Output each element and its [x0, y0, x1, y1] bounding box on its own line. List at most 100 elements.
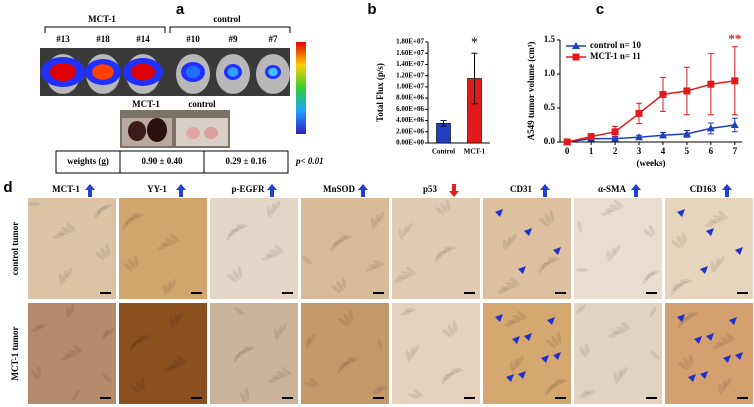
- tissue-texture: [173, 314, 179, 326]
- tissue-texture: [643, 228, 653, 238]
- tumor-label: MCT-1: [132, 99, 160, 109]
- tissue-texture: [502, 239, 508, 251]
- tissue-texture: [266, 206, 272, 218]
- tissue-texture: [274, 244, 284, 254]
- tissue-texture: [539, 217, 549, 227]
- tissue-texture: [244, 388, 250, 400]
- tissue-texture: [516, 355, 524, 367]
- column-label: MCT-1: [52, 184, 80, 194]
- tissue-texture: [374, 214, 380, 226]
- tissue-texture: [330, 240, 338, 252]
- tumor-label: control: [188, 99, 216, 109]
- tissue-texture: [58, 273, 64, 285]
- column-label: YY-1: [147, 184, 167, 194]
- tissue-texture: [579, 392, 591, 398]
- arrow-icon: [358, 184, 368, 197]
- tissue-texture: [169, 278, 177, 290]
- tissue-texture: [405, 222, 413, 234]
- tissue-texture: [229, 227, 239, 237]
- tissue-texture: [397, 275, 409, 279]
- marker: [635, 109, 643, 117]
- pointer-icon: [524, 228, 532, 236]
- x-tick-label: Control: [432, 148, 455, 156]
- tissue-texture: [60, 355, 72, 361]
- tissue-image: [301, 198, 389, 299]
- tissue-texture: [548, 257, 560, 261]
- tissue-texture: [648, 224, 656, 236]
- pointer-icon: [735, 247, 743, 255]
- tissue-texture: [132, 213, 144, 217]
- pointer-icon: [706, 333, 714, 341]
- panel-label: b: [367, 1, 376, 18]
- tissue-texture: [370, 217, 376, 229]
- y-tick-label: 1.20E+07: [396, 71, 424, 79]
- tissue-texture: [176, 311, 184, 323]
- tissue-texture: [712, 343, 724, 349]
- tissue-texture: [340, 360, 350, 370]
- pointer-icon: [547, 317, 555, 325]
- tissue-texture: [576, 304, 586, 314]
- y-tick-label: 1.80E+07: [396, 38, 424, 46]
- tissue-texture: [401, 271, 413, 277]
- tissue-texture: [413, 388, 423, 398]
- tumor: [147, 118, 167, 142]
- tissue-texture: [705, 221, 717, 227]
- tissue-texture: [64, 353, 76, 357]
- bracket: [44, 26, 166, 33]
- tissue-texture: [509, 361, 515, 373]
- tissue-texture: [718, 210, 728, 220]
- tissue-texture: [710, 261, 716, 273]
- panel-label: d: [3, 179, 12, 196]
- tissue-texture: [232, 226, 244, 232]
- annotation: *: [471, 35, 478, 50]
- table: [55, 150, 289, 174]
- tissue-texture: [68, 349, 80, 355]
- tissue-texture: [273, 328, 279, 340]
- tissue-texture: [348, 310, 354, 322]
- tissue-texture: [157, 244, 169, 250]
- tissue-texture: [447, 370, 459, 376]
- tissue-texture: [676, 235, 684, 247]
- mouse-id: #10: [186, 34, 200, 44]
- pointer-icon: [541, 355, 549, 363]
- tissue-texture: [331, 284, 341, 294]
- tissue-texture: [172, 360, 184, 366]
- tissue-texture: [412, 344, 420, 356]
- tissue-texture: [281, 366, 291, 376]
- tissue-texture: [236, 224, 248, 228]
- tissue-texture: [714, 258, 720, 270]
- tissue-texture: [372, 388, 384, 394]
- tissue-texture: [505, 282, 517, 288]
- tissue-texture: [268, 377, 280, 383]
- tissue-texture: [276, 371, 288, 377]
- signal: [227, 67, 239, 77]
- tissue-texture: [164, 366, 176, 372]
- tissue-texture: [65, 306, 71, 318]
- tissue-texture: [373, 260, 385, 266]
- pointer-icon: [700, 371, 708, 379]
- tissue-texture: [123, 262, 133, 272]
- tissue-texture: [680, 279, 692, 283]
- tissue-texture: [95, 251, 105, 261]
- tissue-texture: [336, 280, 344, 292]
- annotation: **: [728, 31, 741, 46]
- pointer-icon: [694, 336, 702, 344]
- tissue-texture: [333, 238, 343, 248]
- tissue-texture: [442, 328, 452, 338]
- tumor-photo: [176, 118, 228, 146]
- y-tick-label: 0.0: [544, 136, 556, 146]
- group-label: MCT-1: [88, 14, 116, 24]
- panel-label: c: [596, 1, 604, 18]
- tissue-texture: [437, 249, 447, 259]
- tissue-texture: [341, 277, 347, 289]
- pointer-icon: [524, 333, 532, 341]
- tissue-texture: [97, 205, 107, 215]
- x-tick-label: 7: [733, 146, 738, 156]
- tissue-image: [28, 198, 116, 299]
- x-tick-label: 1: [589, 146, 594, 156]
- tissue-texture: [100, 247, 108, 259]
- marker: [659, 90, 667, 98]
- y-tick-label: 6.00E+06: [396, 105, 424, 113]
- tissue-texture: [683, 314, 695, 320]
- tissue-texture: [551, 335, 559, 347]
